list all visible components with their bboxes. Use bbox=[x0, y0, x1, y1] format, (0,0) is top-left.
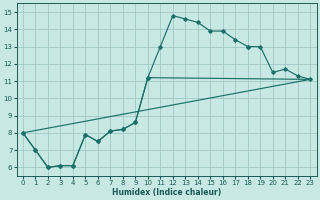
X-axis label: Humidex (Indice chaleur): Humidex (Indice chaleur) bbox=[112, 188, 221, 197]
